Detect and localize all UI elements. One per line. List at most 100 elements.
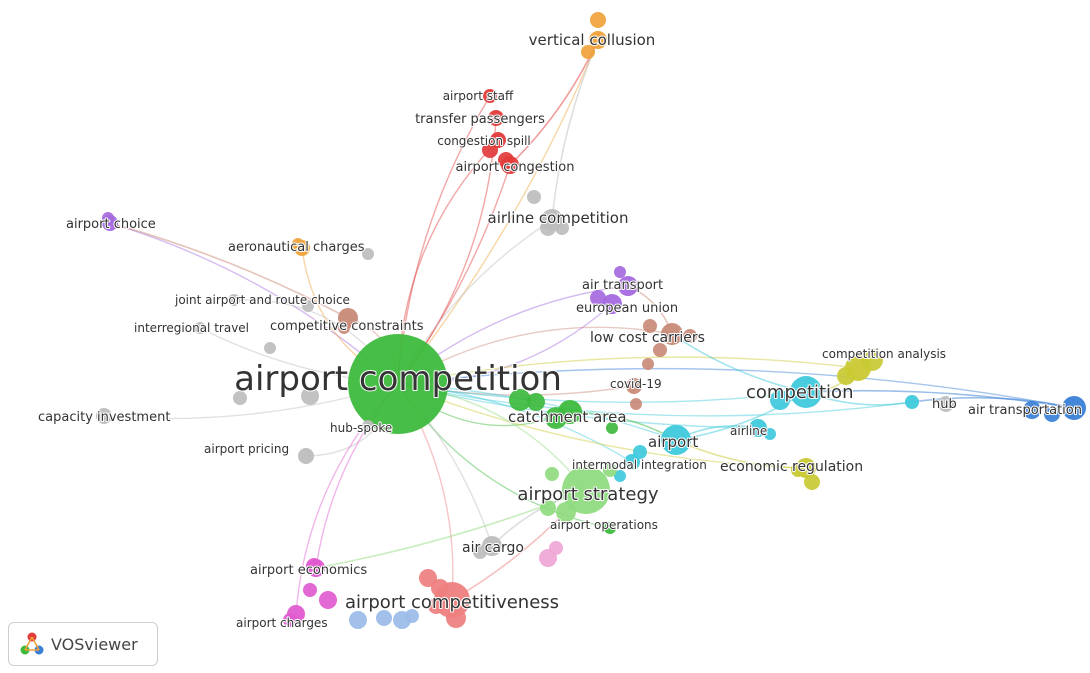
network-node-minor[interactable] — [233, 391, 247, 405]
label-airport-economics[interactable]: airport economics — [249, 562, 368, 579]
network-node-minor[interactable] — [303, 583, 317, 597]
network-node-minor[interactable] — [614, 470, 626, 482]
label-airport-pricing[interactable]: airport pricing — [203, 441, 290, 457]
label-airline[interactable]: airline — [729, 423, 768, 439]
label-low-cost-carriers[interactable]: low cost carriers — [589, 329, 706, 347]
node-air-transport[interactable] — [618, 276, 638, 296]
label-hub[interactable]: hub — [931, 396, 958, 413]
network-node-minor[interactable] — [301, 387, 319, 405]
node-airport[interactable] — [661, 425, 691, 455]
label-european-union[interactable]: european union — [575, 300, 679, 317]
label-transfer-passengers[interactable]: transfer passengers — [414, 111, 546, 128]
node-interregional-travel[interactable] — [194, 322, 206, 334]
node-covid-19[interactable] — [626, 378, 642, 394]
label-airport[interactable]: airport — [647, 432, 699, 452]
network-node-minor[interactable] — [1023, 401, 1041, 419]
network-node-minor[interactable] — [545, 467, 559, 481]
node-competition-analysis[interactable] — [845, 355, 871, 381]
label-airline-competition[interactable]: airline competition — [487, 208, 630, 228]
node-airport-choice[interactable] — [102, 215, 118, 231]
network-node-minor[interactable] — [630, 398, 642, 410]
network-node-minor[interactable] — [590, 12, 606, 28]
node-airport-strategy[interactable] — [562, 466, 610, 514]
label-intermodal-integration[interactable]: intermodal integration — [571, 457, 708, 473]
node-airport-charges[interactable] — [287, 605, 305, 623]
node-catchment-area[interactable] — [558, 400, 582, 424]
node-low-cost-carriers[interactable] — [661, 323, 683, 345]
node-airport-competitiveness[interactable] — [434, 582, 470, 618]
label-airport-congestion[interactable]: airport congestion — [455, 159, 576, 176]
node-competition[interactable] — [790, 376, 822, 408]
network-node-minor[interactable] — [581, 45, 595, 59]
label-joint-airport-and-route-choice[interactable]: joint airport and route choice — [173, 292, 351, 308]
node-airport-operations[interactable] — [604, 522, 616, 534]
network-node-minor[interactable] — [527, 190, 541, 204]
label-airport-staff[interactable]: airport staff — [442, 88, 515, 104]
node-economic-regulation[interactable] — [796, 458, 816, 478]
node-airline-competition[interactable] — [541, 209, 563, 231]
network-node-minor[interactable] — [549, 541, 563, 555]
network-node-minor[interactable] — [264, 342, 276, 354]
node-vertical-collusion[interactable] — [589, 31, 607, 49]
network-node-minor[interactable] — [405, 609, 419, 623]
network-node-minor[interactable] — [376, 610, 392, 626]
node-airline[interactable] — [749, 419, 767, 437]
label-aeronautical-charges[interactable]: aeronautical charges — [227, 239, 366, 256]
network-node-minor[interactable] — [603, 463, 617, 477]
network-node-minor[interactable] — [614, 266, 626, 278]
node-air-transportation[interactable] — [1062, 396, 1086, 420]
label-airport-choice[interactable]: airport choice — [65, 216, 157, 233]
network-node-minor[interactable] — [653, 343, 667, 357]
network-node-minor[interactable] — [683, 329, 697, 343]
label-catchment-area[interactable]: catchment area — [507, 407, 628, 427]
node-airport-competition[interactable] — [348, 334, 448, 434]
label-air-transport[interactable]: air transport — [581, 277, 664, 294]
label-vertical-collusion[interactable]: vertical collusion — [528, 30, 657, 50]
node-capacity-investment[interactable] — [96, 408, 112, 424]
network-node-minor[interactable] — [643, 319, 657, 333]
network-node-minor[interactable] — [606, 422, 618, 434]
label-capacity-investment[interactable]: capacity investment — [37, 409, 171, 426]
network-node-minor[interactable] — [419, 569, 437, 587]
label-competitive-constraints[interactable]: competitive constraints — [269, 318, 425, 335]
network-node-minor[interactable] — [642, 358, 654, 370]
network-node-minor[interactable] — [302, 300, 314, 312]
network-node-minor[interactable] — [527, 393, 545, 411]
node-air-cargo[interactable] — [482, 536, 502, 556]
label-covid-19[interactable]: covid-19 — [609, 376, 663, 392]
network-node-minor[interactable] — [349, 611, 367, 629]
node-congestion-spill[interactable] — [490, 132, 506, 148]
label-hub-spoke[interactable]: hub-spoke — [329, 420, 393, 436]
node-airport-staff[interactable] — [483, 89, 497, 103]
label-airport-charges[interactable]: airport charges — [235, 615, 329, 631]
vosviewer-logo-badge[interactable]: VOSviewer — [8, 622, 158, 666]
node-european-union[interactable] — [602, 294, 622, 314]
label-airport-strategy[interactable]: airport strategy — [516, 483, 659, 506]
network-node-minor[interactable] — [764, 428, 776, 440]
node-intermodal-integration[interactable] — [624, 454, 640, 470]
network-node-minor[interactable] — [362, 248, 374, 260]
label-competition[interactable]: competition — [745, 381, 854, 404]
node-aeronautical-charges[interactable] — [294, 240, 310, 256]
network-node-minor[interactable] — [590, 290, 606, 306]
network-node-minor[interactable] — [938, 396, 954, 412]
label-air-transportation[interactable]: air transportation — [967, 402, 1083, 419]
label-economic-regulation[interactable]: economic regulation — [719, 458, 864, 476]
network-node-minor[interactable] — [319, 591, 337, 609]
node-joint-airport-and-route-choice[interactable] — [228, 294, 240, 306]
label-competition-analysis[interactable]: competition analysis — [821, 346, 947, 362]
node-airport-pricing[interactable] — [298, 448, 314, 464]
node-transfer-passengers[interactable] — [488, 110, 504, 126]
node-airport-congestion[interactable] — [501, 156, 519, 174]
node-airport-economics[interactable] — [307, 559, 325, 577]
network-node-minor[interactable] — [804, 474, 820, 490]
node-hub[interactable] — [905, 395, 919, 409]
network-node-minor[interactable] — [509, 389, 531, 411]
network-node-minor[interactable] — [770, 390, 790, 410]
label-airport-competition[interactable]: airport competition — [233, 358, 563, 400]
label-airport-competitiveness[interactable]: airport competitiveness — [344, 591, 560, 614]
label-airport-operations[interactable]: airport operations — [549, 517, 659, 533]
label-air-cargo[interactable]: air cargo — [461, 539, 525, 557]
label-congestion-spill[interactable]: congestion spill — [436, 133, 531, 149]
network-node-minor[interactable] — [540, 500, 556, 516]
